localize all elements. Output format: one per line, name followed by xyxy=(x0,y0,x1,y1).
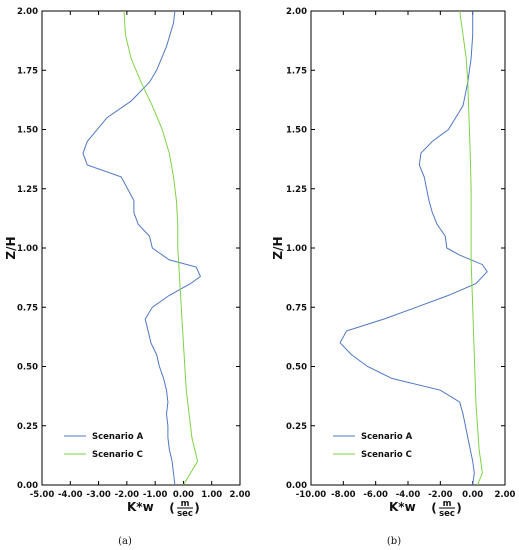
x-tick-label: -1.00 xyxy=(143,490,168,500)
y-tick-label: 1.50 xyxy=(17,126,38,136)
x-tick-label: -2.00 xyxy=(428,490,453,500)
x-tick-label: -2.00 xyxy=(115,490,140,500)
x-tick-label: 2.00 xyxy=(230,490,251,500)
y-tick-label: 1.50 xyxy=(286,126,307,136)
x-tick-label: -10.00 xyxy=(296,490,326,500)
series-line-scenario-a xyxy=(339,11,488,485)
figure-caption: (b) xyxy=(387,536,401,547)
x-tick-label: -4.00 xyxy=(58,490,83,500)
figure-caption: (a) xyxy=(118,536,132,547)
y-tick-label: 1.25 xyxy=(17,185,38,195)
y-tick-label: 0.75 xyxy=(17,303,38,313)
plot-frame xyxy=(310,10,506,486)
x-unit-numerator: m xyxy=(181,499,190,509)
chart-panel-b: -10.00 -8.00 -6.00 -4.00 -2.00 0.00 2.00 0.00 0.… xyxy=(271,7,516,547)
y-tick-label: 2.00 xyxy=(17,7,38,17)
y-axis-label: Z/H xyxy=(4,236,18,259)
x-unit-open-paren: ( xyxy=(431,501,436,515)
series-line-scenario-c xyxy=(459,11,483,485)
x-axis-label: K*w xyxy=(127,500,154,514)
x-tick-label: -5.00 xyxy=(30,490,55,500)
x-unit-numerator: m xyxy=(443,499,452,509)
x-tick-label: 0.00 xyxy=(173,490,194,500)
x-tick-label: -4.00 xyxy=(396,490,421,500)
legend-label: Scenario C xyxy=(361,450,412,460)
y-tick-label: 2.00 xyxy=(286,7,307,17)
x-tick-label: 2.00 xyxy=(495,490,516,500)
x-tick-label: -8.00 xyxy=(331,490,356,500)
legend-label: Scenario C xyxy=(92,450,143,460)
x-unit-denominator: sec xyxy=(439,509,455,519)
x-unit-close-paren: ) xyxy=(194,501,199,515)
y-tick-label: 0.25 xyxy=(17,422,38,432)
x-tick-label: 1.00 xyxy=(201,490,222,500)
y-tick-label: 0.75 xyxy=(286,303,307,313)
y-tick-label: 1.75 xyxy=(286,66,307,76)
y-tick-label: 0.25 xyxy=(286,422,307,432)
y-tick-label: 0.00 xyxy=(17,481,38,491)
y-tick-label: 1.00 xyxy=(17,244,38,254)
x-tick-label: 0.00 xyxy=(462,490,483,500)
chart-panel-a: -5.00 -4.00 -3.00 -2.00 -1.00 0.00 1.00 2.00 0.0… xyxy=(4,7,251,547)
y-tick-label: 1.25 xyxy=(286,185,307,195)
y-tick-label: 1.75 xyxy=(17,66,38,76)
y-axis-label: Z/H xyxy=(271,236,285,259)
x-tick-label: -3.00 xyxy=(86,490,111,500)
series-line-scenario-c xyxy=(123,11,199,485)
x-tick-label: -6.00 xyxy=(363,490,388,500)
series-line-scenario-a xyxy=(82,11,202,485)
x-unit-close-paren: ) xyxy=(456,501,461,515)
legend-label: Scenario A xyxy=(361,432,413,442)
x-axis-label: K*w xyxy=(389,500,416,514)
legend-label: Scenario A xyxy=(92,432,144,442)
y-tick-label: 1.00 xyxy=(286,244,307,254)
x-unit-open-paren: ( xyxy=(169,501,174,515)
x-unit-denominator: sec xyxy=(177,509,193,519)
y-tick-label: 0.50 xyxy=(286,363,307,373)
y-tick-label: 0.50 xyxy=(17,363,38,373)
y-tick-label: 0.00 xyxy=(286,481,307,491)
